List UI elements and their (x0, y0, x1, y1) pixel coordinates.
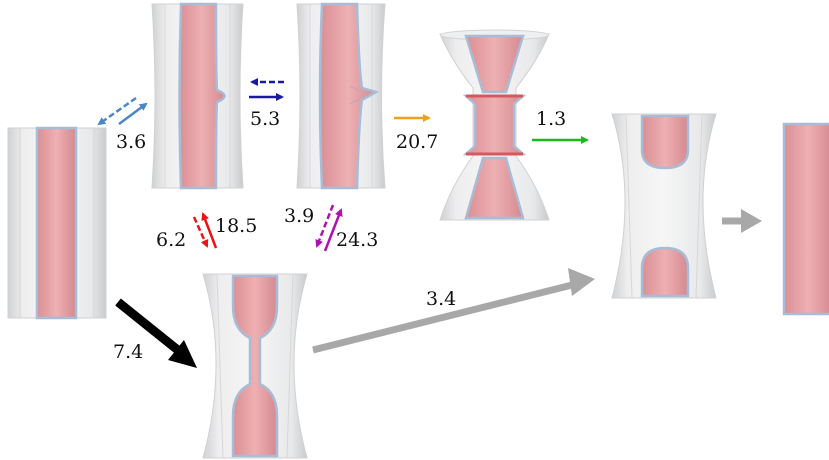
label-red-forward: 6.2 (156, 229, 186, 251)
label-purple-forward: 3.9 (284, 205, 314, 227)
label-pinch-to-break: 20.7 (396, 131, 438, 153)
side-pinch (296, 2, 386, 190)
arrow-thin-to-caps (312, 268, 595, 354)
side-dimple (151, 2, 244, 190)
capped-ends (611, 113, 717, 299)
arrow-caps-to-final (722, 209, 762, 233)
broken-bridge (439, 29, 550, 221)
final-cylinder (782, 122, 829, 316)
arrow-red-pair (192, 212, 218, 249)
label-thin-to-caps: 3.4 (426, 288, 456, 310)
arrow-start-to-thin (115, 298, 197, 368)
arrow-dimple-pinch-blue (249, 78, 284, 101)
arrow-purple-pair (315, 204, 343, 252)
arrow-start-to-dimple (97, 96, 148, 126)
label-break-to-caps: 1.3 (536, 108, 566, 130)
label-purple-reverse: 24.3 (336, 229, 378, 251)
thin-neck (202, 273, 308, 459)
label-start-to-dimple: 3.6 (116, 131, 146, 153)
label-dimple-pinch: 5.3 (250, 108, 280, 130)
label-red-reverse: 18.5 (215, 215, 257, 237)
label-start-to-thin: 7.4 (113, 341, 143, 363)
straight-cylinder (7, 126, 107, 320)
